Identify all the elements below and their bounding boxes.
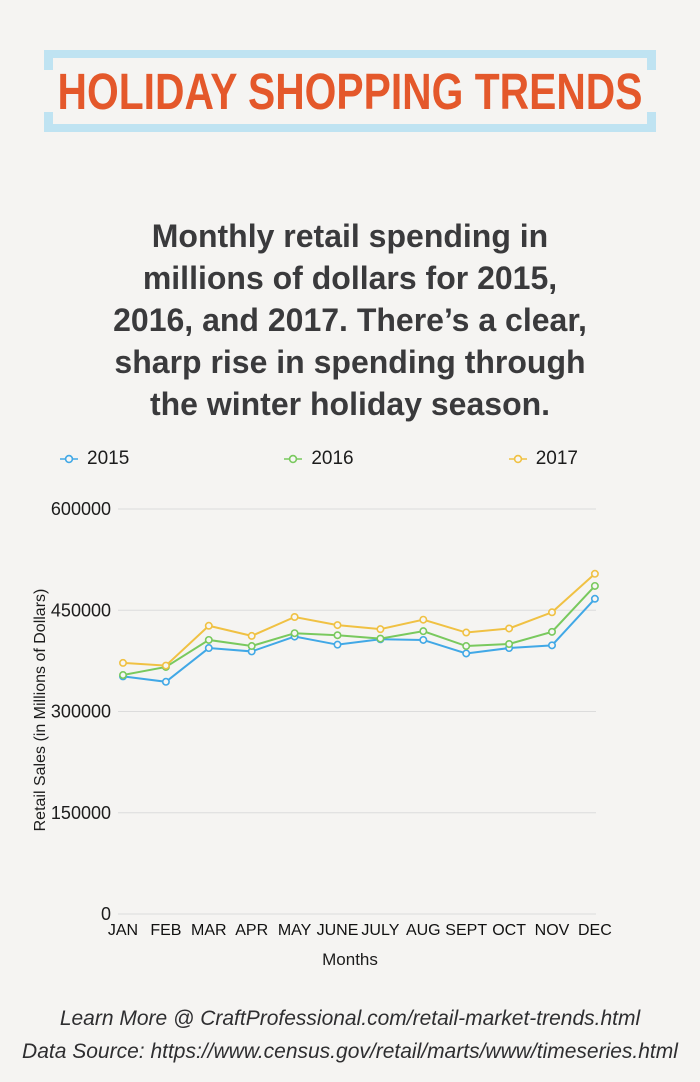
y-tick-label-600000: 600000 <box>51 499 111 519</box>
page-title: HOLIDAY SHOPPING TRENDS <box>57 62 643 120</box>
data-point-2017-MAR <box>204 621 213 630</box>
data-point-2016-NOV <box>547 627 556 636</box>
legend-item-2017: 2017 <box>508 448 578 470</box>
footer-data-source: Data Source: https://www.census.gov/reta… <box>22 1040 678 1063</box>
data-point-2016-SEPT <box>462 642 471 651</box>
data-point-2016-JUNE <box>333 631 342 640</box>
x-tick-label-OCT: OCT <box>492 922 526 939</box>
bracket-top-decoration <box>44 50 656 70</box>
x-tick-label-NOV: NOV <box>535 922 570 939</box>
data-point-2015-MAR <box>204 644 213 653</box>
title-frame: HOLIDAY SHOPPING TRENDS <box>44 50 656 132</box>
series-line-2017 <box>122 573 596 667</box>
data-point-2016-AUG <box>419 627 428 636</box>
data-point-2016-OCT <box>505 640 514 649</box>
x-tick-label-JULY: JULY <box>361 922 399 939</box>
retail-chart: 0 150000 300000 450000 600000 JAN FEB MAR APR MAY… <box>51 499 612 939</box>
data-point-2016-MAR <box>204 635 213 644</box>
legend-marker-icon <box>508 454 527 464</box>
legend-marker-icon <box>284 454 303 464</box>
x-tick-label-APR: APR <box>235 922 268 939</box>
data-point-2016-DEC <box>590 581 599 590</box>
x-axis-title: Months <box>322 950 378 969</box>
data-point-2015-SEPT <box>462 649 471 658</box>
data-point-2016-APR <box>247 642 256 651</box>
legend-item-2015: 2015 <box>60 448 129 470</box>
legend-label: 2015 <box>87 448 130 469</box>
data-point-2017-FEB <box>161 661 170 670</box>
data-point-2017-JUNE <box>333 621 342 630</box>
data-point-2017-SEPT <box>462 628 471 637</box>
data-point-2015-NOV <box>547 641 556 650</box>
data-point-2015-JUNE <box>333 640 342 649</box>
data-point-2015-DEC <box>590 594 599 603</box>
x-tick-label-JUNE: JUNE <box>317 922 359 939</box>
intro-text: Monthly retail spending in millions of d… <box>113 218 587 422</box>
footer: Learn More @ CraftProfessional.com/retai… <box>0 1002 700 1068</box>
legend-label: 2017 <box>535 448 578 469</box>
x-tick-label-DEC: DEC <box>578 922 612 939</box>
data-point-2016-JULY <box>376 634 385 643</box>
legend-label: 2016 <box>311 448 354 469</box>
footer-learn-more: Learn More @ CraftProfessional.com/retai… <box>59 1007 641 1030</box>
x-tick-label-JAN: JAN <box>108 922 138 939</box>
data-point-2017-NOV <box>547 608 556 617</box>
x-tick-label-FEB: FEB <box>150 922 181 939</box>
y-tick-label-450000: 450000 <box>51 600 111 620</box>
data-point-2015-AUG <box>419 635 428 644</box>
data-point-2017-APR <box>247 631 256 640</box>
data-point-2017-JAN <box>119 658 128 667</box>
data-point-2015-FEB <box>161 677 170 686</box>
legend-marker-icon <box>60 454 78 464</box>
data-point-2016-MAY <box>290 629 299 638</box>
bracket-bottom-decoration <box>44 112 656 132</box>
y-tick-label-0: 0 <box>101 904 111 924</box>
y-axis-title: Retail Sales (in Millions of Dollars) <box>32 588 49 832</box>
chart-legend: 2015 2016 2017 <box>60 448 578 470</box>
legend-item-2016: 2016 <box>284 448 354 470</box>
data-point-2017-MAY <box>290 613 299 622</box>
data-point-2016-JAN <box>119 671 128 680</box>
data-point-2017-AUG <box>419 615 428 624</box>
x-tick-label-MAR: MAR <box>191 922 227 939</box>
series-line-2015 <box>122 598 596 683</box>
x-tick-label-AUG: AUG <box>406 922 441 939</box>
y-tick-label-300000: 300000 <box>51 702 111 722</box>
data-point-2017-JULY <box>376 625 385 634</box>
data-point-2017-DEC <box>590 569 599 578</box>
x-tick-label-MAY: MAY <box>278 922 312 939</box>
y-tick-label-150000: 150000 <box>51 803 111 823</box>
data-point-2017-OCT <box>505 624 514 633</box>
series-line-2016 <box>122 585 596 677</box>
x-tick-label-SEPT: SEPT <box>445 922 487 939</box>
